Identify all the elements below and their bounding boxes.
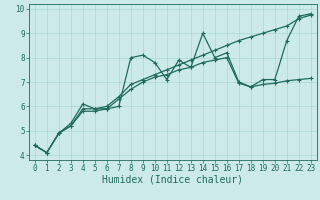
X-axis label: Humidex (Indice chaleur): Humidex (Indice chaleur) — [102, 175, 243, 185]
